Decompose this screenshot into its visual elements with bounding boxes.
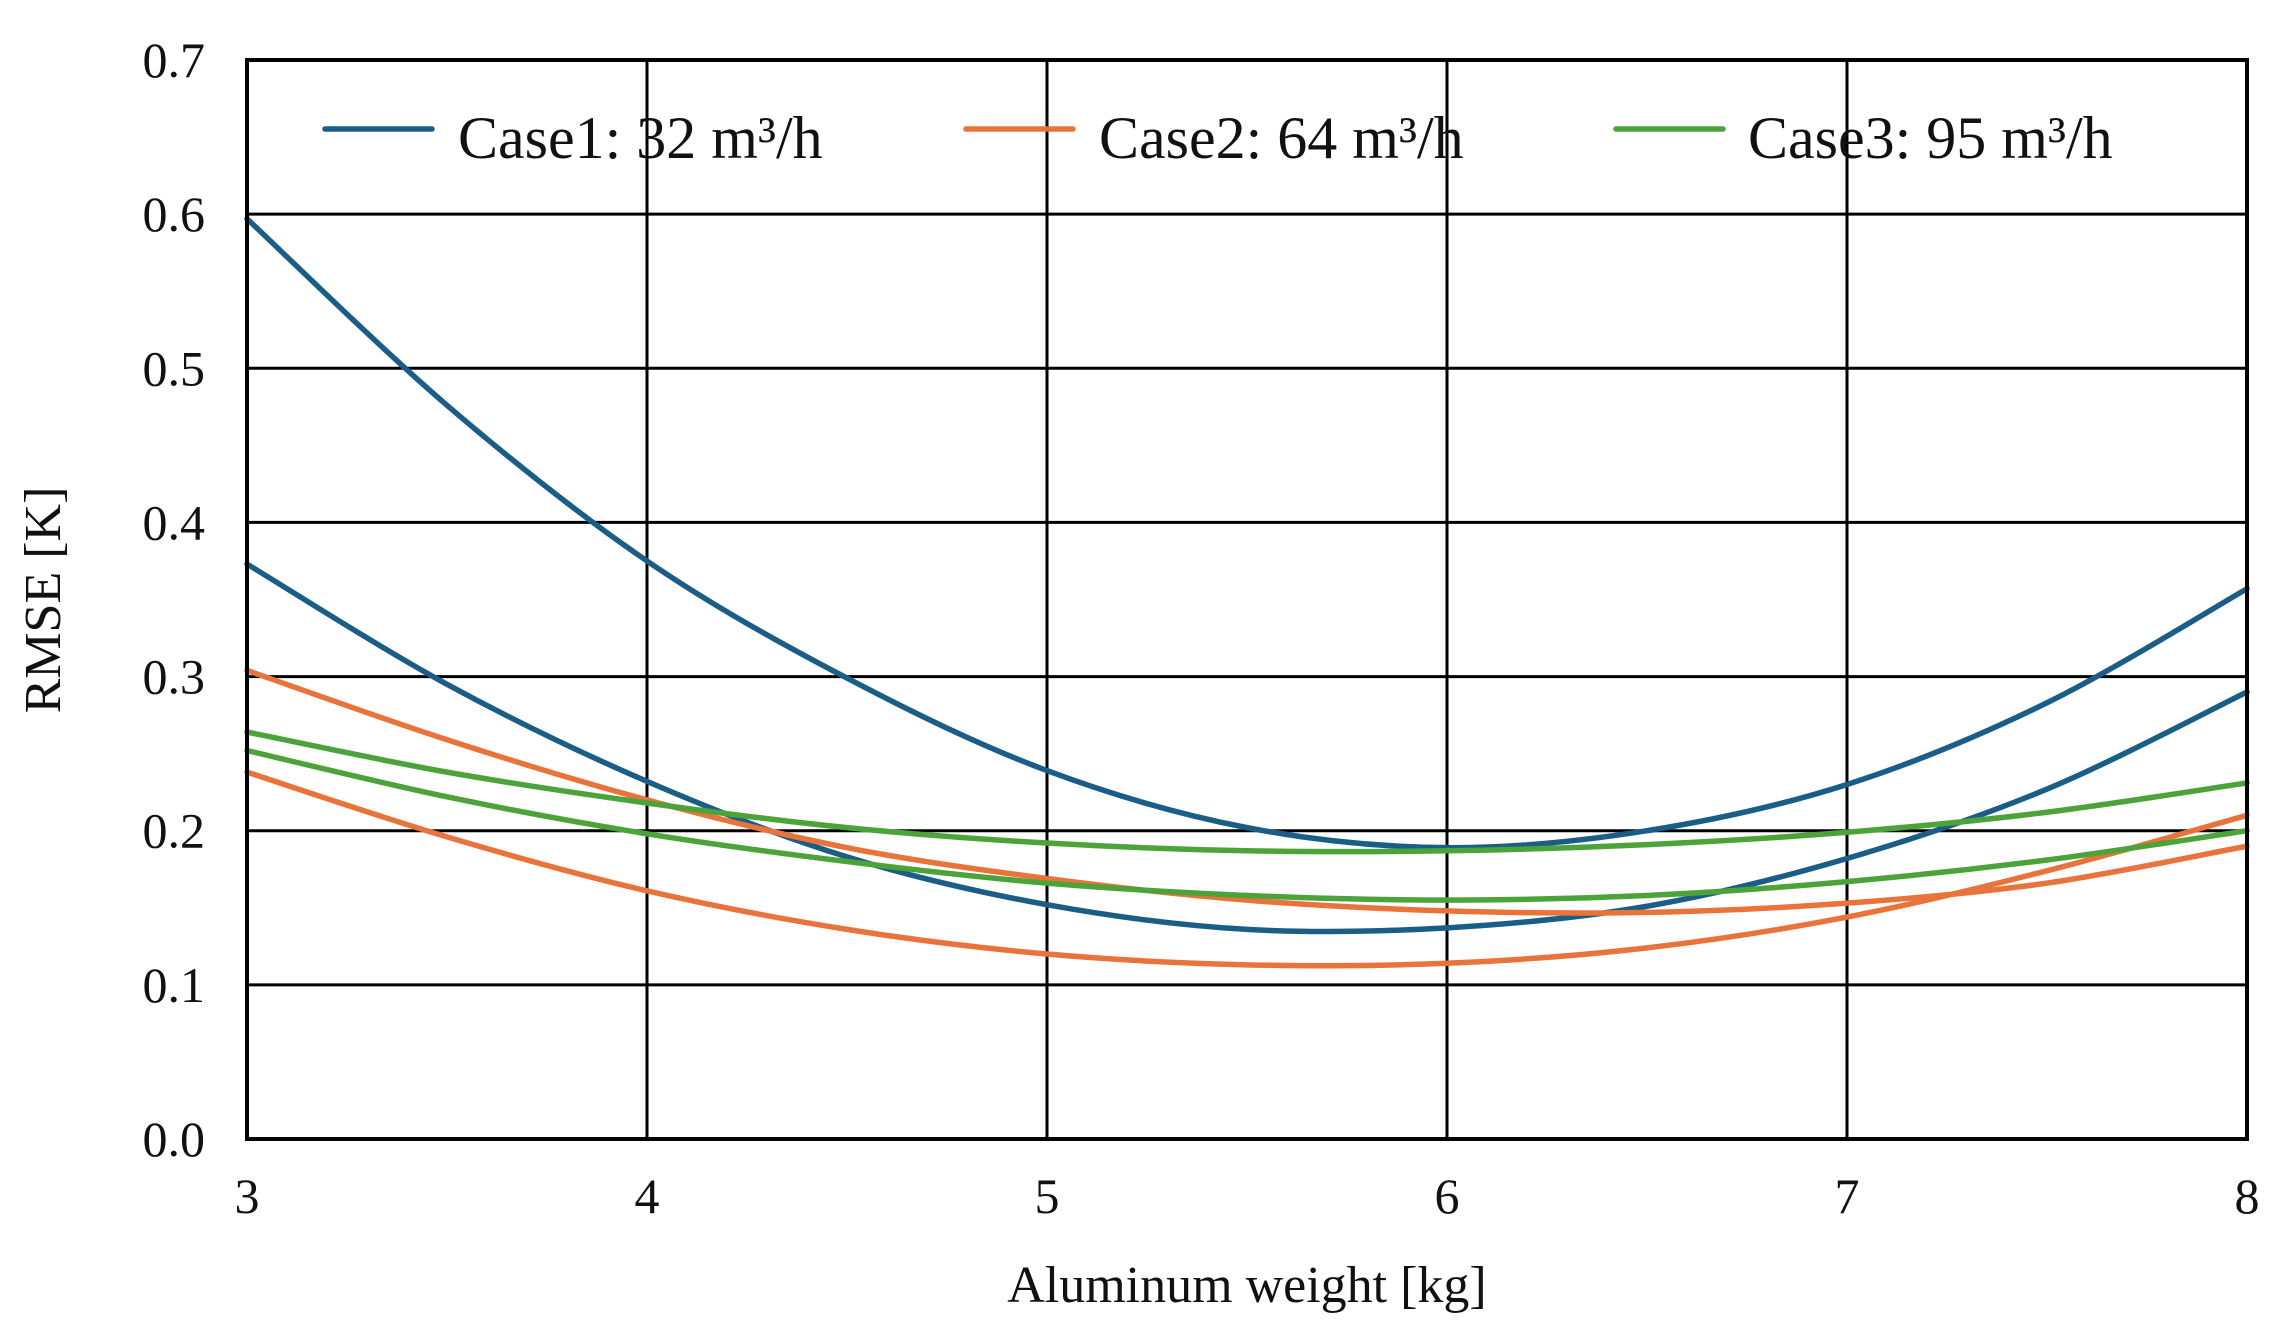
legend-label-case2: Case2: 64 m³/h	[1099, 105, 1464, 171]
y-tick-label: 0.1	[143, 957, 206, 1013]
x-axis-title: Aluminum weight [kg]	[1007, 1257, 1487, 1314]
series-line-1	[244, 561, 2250, 935]
x-tick-label: 4	[635, 1168, 660, 1224]
x-tick-label: 8	[2235, 1168, 2260, 1224]
series-line-3	[244, 769, 2250, 969]
tick-labels: 3 4 5 6 7 8 0.0 0.1 0.2 0.3 0.4 0.5 0.6 0.7	[143, 32, 2260, 1224]
x-tick-label: 7	[1835, 1168, 1860, 1224]
x-tick-label: 6	[1435, 1168, 1460, 1224]
series-line-0	[244, 216, 2250, 851]
y-tick-label: 0.2	[143, 803, 206, 859]
legend-label-case1: Case1: 32 m³/h	[458, 105, 823, 171]
y-tick-label: 0.6	[143, 186, 206, 242]
y-tick-label: 0.5	[143, 340, 206, 396]
x-tick-label: 3	[235, 1168, 260, 1224]
series-line-4	[244, 729, 2250, 855]
y-tick-label: 0.3	[143, 649, 206, 705]
y-tick-label: 0.7	[143, 32, 206, 88]
legend-label-case3: Case3: 95 m³/h	[1748, 105, 2113, 171]
y-tick-label: 0.4	[143, 494, 206, 550]
series-line-2	[244, 667, 2250, 916]
series-lines	[244, 216, 2250, 969]
y-tick-label: 0.0	[143, 1111, 206, 1167]
series-line-5	[244, 747, 2250, 903]
y-axis-title: RMSE [K]	[15, 487, 72, 714]
x-tick-label: 5	[1035, 1168, 1060, 1224]
legend: Case1: 32 m³/h Case2: 64 m³/h Case3: 95 …	[322, 105, 2113, 171]
plot-frame	[245, 58, 2249, 1141]
